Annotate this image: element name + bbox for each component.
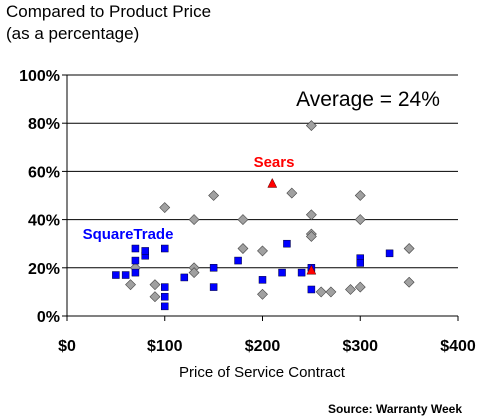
other-point — [159, 202, 171, 213]
y-tick-label: 0% — [37, 309, 60, 326]
other-point — [315, 286, 327, 298]
other-point — [403, 276, 415, 288]
squaretrade-point — [209, 264, 218, 272]
other-point — [237, 214, 249, 226]
squaretrade-point — [131, 244, 140, 253]
other-point — [354, 214, 366, 226]
y-tick-label: 40% — [28, 213, 60, 230]
other-point — [286, 187, 298, 199]
squaretrade-point — [356, 259, 364, 267]
other-point — [149, 279, 161, 291]
squaretrade-point — [161, 244, 169, 253]
squaretrade-point — [131, 268, 140, 277]
other-point — [305, 120, 317, 132]
squaretrade-point — [112, 271, 120, 279]
y-axis-title-line-2: (as a percentage) — [6, 24, 140, 43]
x-tick-label: $100 — [147, 338, 183, 355]
squaretrade-point — [258, 276, 267, 284]
x-tick-label: $400 — [440, 338, 476, 355]
x-tick-label: $0 — [58, 338, 76, 355]
other-point — [188, 267, 200, 279]
other-point — [149, 291, 161, 303]
other-point — [237, 243, 249, 254]
y-tick-labels: 0% 20% 40% 60% 80% 100% — [19, 68, 60, 326]
y-tick-label: 60% — [28, 164, 60, 181]
squaretrade-point — [180, 273, 189, 282]
other-point — [305, 231, 317, 242]
y-tick-label: 20% — [28, 261, 60, 278]
other-point — [325, 286, 337, 298]
y-axis-title-line-1: Compared to Product Price — [6, 2, 212, 21]
other-point — [354, 190, 366, 201]
squaretrade-point — [385, 249, 394, 258]
squaretrade-point — [161, 292, 169, 301]
axes — [62, 74, 459, 321]
sears-point — [267, 177, 278, 188]
x-tick-labels: $0 $100 $200 $300 $400 — [58, 338, 476, 355]
y-tick-label: 100% — [19, 68, 60, 85]
squaretrade-point — [209, 283, 218, 291]
other-point — [257, 245, 268, 257]
squaretrade-point — [283, 239, 291, 248]
squaretrade-point — [234, 256, 242, 265]
x-axis-title: Price of Service Contract — [179, 364, 346, 381]
sears-label: Sears — [254, 154, 295, 171]
squaretrade-point — [297, 268, 306, 277]
squaretrade-point — [278, 268, 286, 277]
other-point — [345, 284, 356, 295]
other-point — [403, 243, 415, 254]
squaretrade-point — [141, 247, 149, 255]
other-point — [125, 279, 136, 291]
other-point — [354, 281, 366, 293]
grid — [67, 74, 458, 269]
data-points — [112, 120, 415, 311]
other-point — [257, 288, 268, 300]
x-tick-label: $200 — [245, 338, 281, 355]
squaretrade-point — [307, 285, 316, 294]
average-annotation: Average = 24% — [296, 88, 440, 111]
source-note: Source: Warranty Week — [328, 402, 462, 416]
squaretrade-label: SquareTrade — [83, 226, 174, 243]
squaretrade-point — [161, 302, 169, 311]
squaretrade-point — [161, 283, 169, 291]
squaretrade-point — [121, 271, 130, 279]
other-point — [305, 209, 317, 221]
y-tick-label: 80% — [28, 116, 60, 133]
squaretrade-point — [131, 256, 140, 265]
sears-point — [306, 264, 317, 275]
other-point — [188, 214, 200, 226]
x-tick-label: $300 — [342, 338, 378, 355]
other-point — [208, 190, 220, 201]
